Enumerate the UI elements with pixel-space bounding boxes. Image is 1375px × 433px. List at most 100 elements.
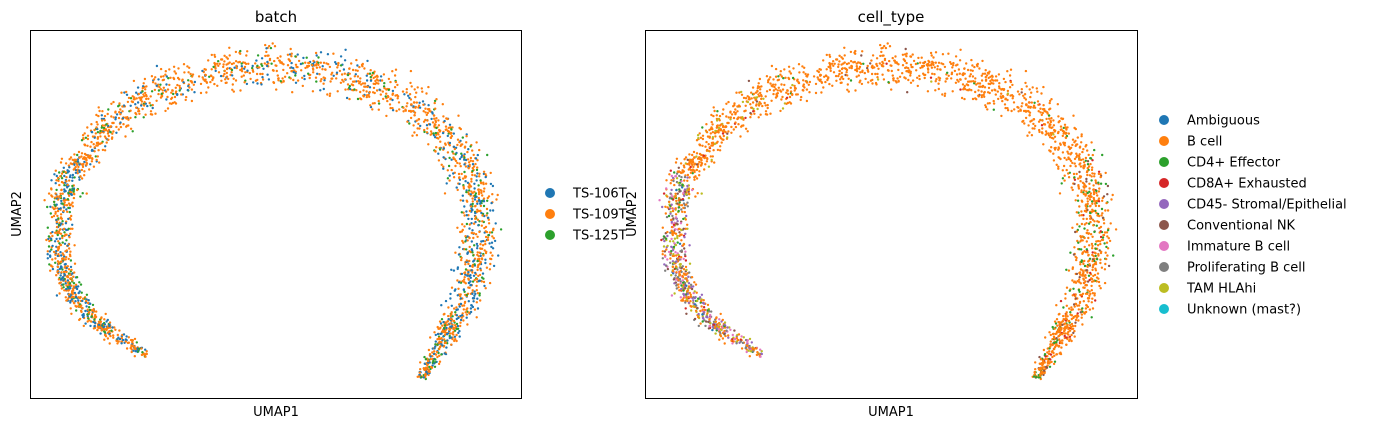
scatter-point xyxy=(296,53,299,56)
scatter-point xyxy=(433,331,436,334)
scatter-point xyxy=(681,210,684,213)
scatter-point xyxy=(63,289,66,292)
scatter-point xyxy=(727,116,730,119)
scatter-point xyxy=(54,261,57,264)
scatter-point xyxy=(55,218,58,222)
scatter-point xyxy=(829,69,832,73)
scatter-point xyxy=(1096,214,1099,217)
scatter-point xyxy=(486,212,489,215)
scatter-point xyxy=(721,337,725,340)
scatter-point xyxy=(434,119,437,122)
scatter-point xyxy=(891,74,894,77)
scatter-point xyxy=(1083,274,1086,278)
scatter-point xyxy=(368,95,371,99)
scatter-point xyxy=(907,78,910,82)
scatter-point xyxy=(463,248,466,251)
scatter-point xyxy=(701,301,705,305)
scatter-point xyxy=(718,331,722,334)
scatter-point xyxy=(176,83,179,87)
scatter-point xyxy=(712,114,715,118)
scatter-point xyxy=(55,174,58,178)
scatter-point xyxy=(696,165,700,169)
scatter-point xyxy=(69,250,72,253)
scatter-point xyxy=(177,67,180,70)
scatter-point xyxy=(129,104,132,108)
scatter-point xyxy=(721,112,724,116)
scatter-point xyxy=(1089,292,1092,296)
scatter-point xyxy=(59,216,63,219)
scatter-point xyxy=(389,106,392,110)
scatter-point xyxy=(465,135,468,138)
scatter-point xyxy=(866,66,869,70)
scatter-point xyxy=(149,110,153,113)
scatter-point xyxy=(1068,335,1072,338)
scatter-point xyxy=(718,135,722,138)
scatter-point xyxy=(74,295,78,298)
scatter-point xyxy=(1065,268,1068,271)
scatter-point xyxy=(231,88,234,92)
scatter-point xyxy=(1082,192,1086,196)
scatter-point xyxy=(422,376,425,379)
scatter-point xyxy=(63,274,66,277)
scatter-point xyxy=(1073,329,1076,333)
scatter-point xyxy=(213,53,216,57)
scatter-point xyxy=(56,230,59,233)
scatter-point xyxy=(140,347,143,350)
scatter-point xyxy=(695,155,698,158)
scatter-point xyxy=(323,77,327,80)
scatter-point xyxy=(691,160,695,163)
scatter-point xyxy=(700,305,703,308)
scatter-point xyxy=(69,287,72,290)
scatter-point xyxy=(202,78,205,81)
scatter-point xyxy=(1081,307,1084,310)
scatter-point xyxy=(1033,101,1036,105)
scatter-point xyxy=(1046,121,1050,124)
scatter-point xyxy=(904,47,907,51)
scatter-point xyxy=(971,64,974,67)
scatter-point xyxy=(455,306,458,309)
scatter-point xyxy=(1063,131,1066,134)
scatter-point xyxy=(665,264,668,267)
scatter-point xyxy=(1064,297,1067,300)
scatter-point xyxy=(828,62,832,66)
scatter-point xyxy=(406,120,409,123)
scatter-point xyxy=(1020,105,1023,108)
scatter-point xyxy=(95,158,98,162)
scatter-point xyxy=(726,121,729,125)
scatter-point xyxy=(418,106,422,109)
scatter-point xyxy=(932,63,935,67)
scatter-point xyxy=(1091,307,1095,310)
scatter-point xyxy=(667,214,671,218)
scatter-point xyxy=(90,157,94,160)
scatter-point xyxy=(1071,138,1075,141)
scatter-point xyxy=(377,102,381,105)
scatter-point xyxy=(445,346,448,349)
scatter-point xyxy=(187,79,190,82)
scatter-point xyxy=(437,362,441,366)
scatter-point xyxy=(471,280,475,283)
scatter-point xyxy=(66,183,69,187)
scatter-point xyxy=(805,99,809,103)
scatter-point xyxy=(1079,158,1083,162)
scatter-point xyxy=(1091,258,1095,261)
scatter-point xyxy=(683,295,686,298)
scatter-point xyxy=(426,364,429,367)
scatter-point xyxy=(441,131,445,135)
scatter-point xyxy=(468,264,472,268)
scatter-point xyxy=(292,70,295,74)
scatter-point xyxy=(448,131,451,134)
scatter-point xyxy=(789,90,793,93)
scatter-point xyxy=(1008,74,1012,77)
scatter-point xyxy=(755,100,759,103)
scatter-point xyxy=(1044,355,1047,358)
scatter-point xyxy=(994,79,997,82)
scatter-point xyxy=(416,86,419,89)
scatter-point xyxy=(72,282,76,285)
scatter-point xyxy=(1067,172,1070,175)
scatter-point xyxy=(997,73,1001,76)
scatter-point xyxy=(1027,105,1030,108)
scatter-point xyxy=(958,59,962,62)
scatter-point xyxy=(823,75,826,79)
scatter-point xyxy=(488,242,491,245)
scatter-point xyxy=(153,88,157,92)
